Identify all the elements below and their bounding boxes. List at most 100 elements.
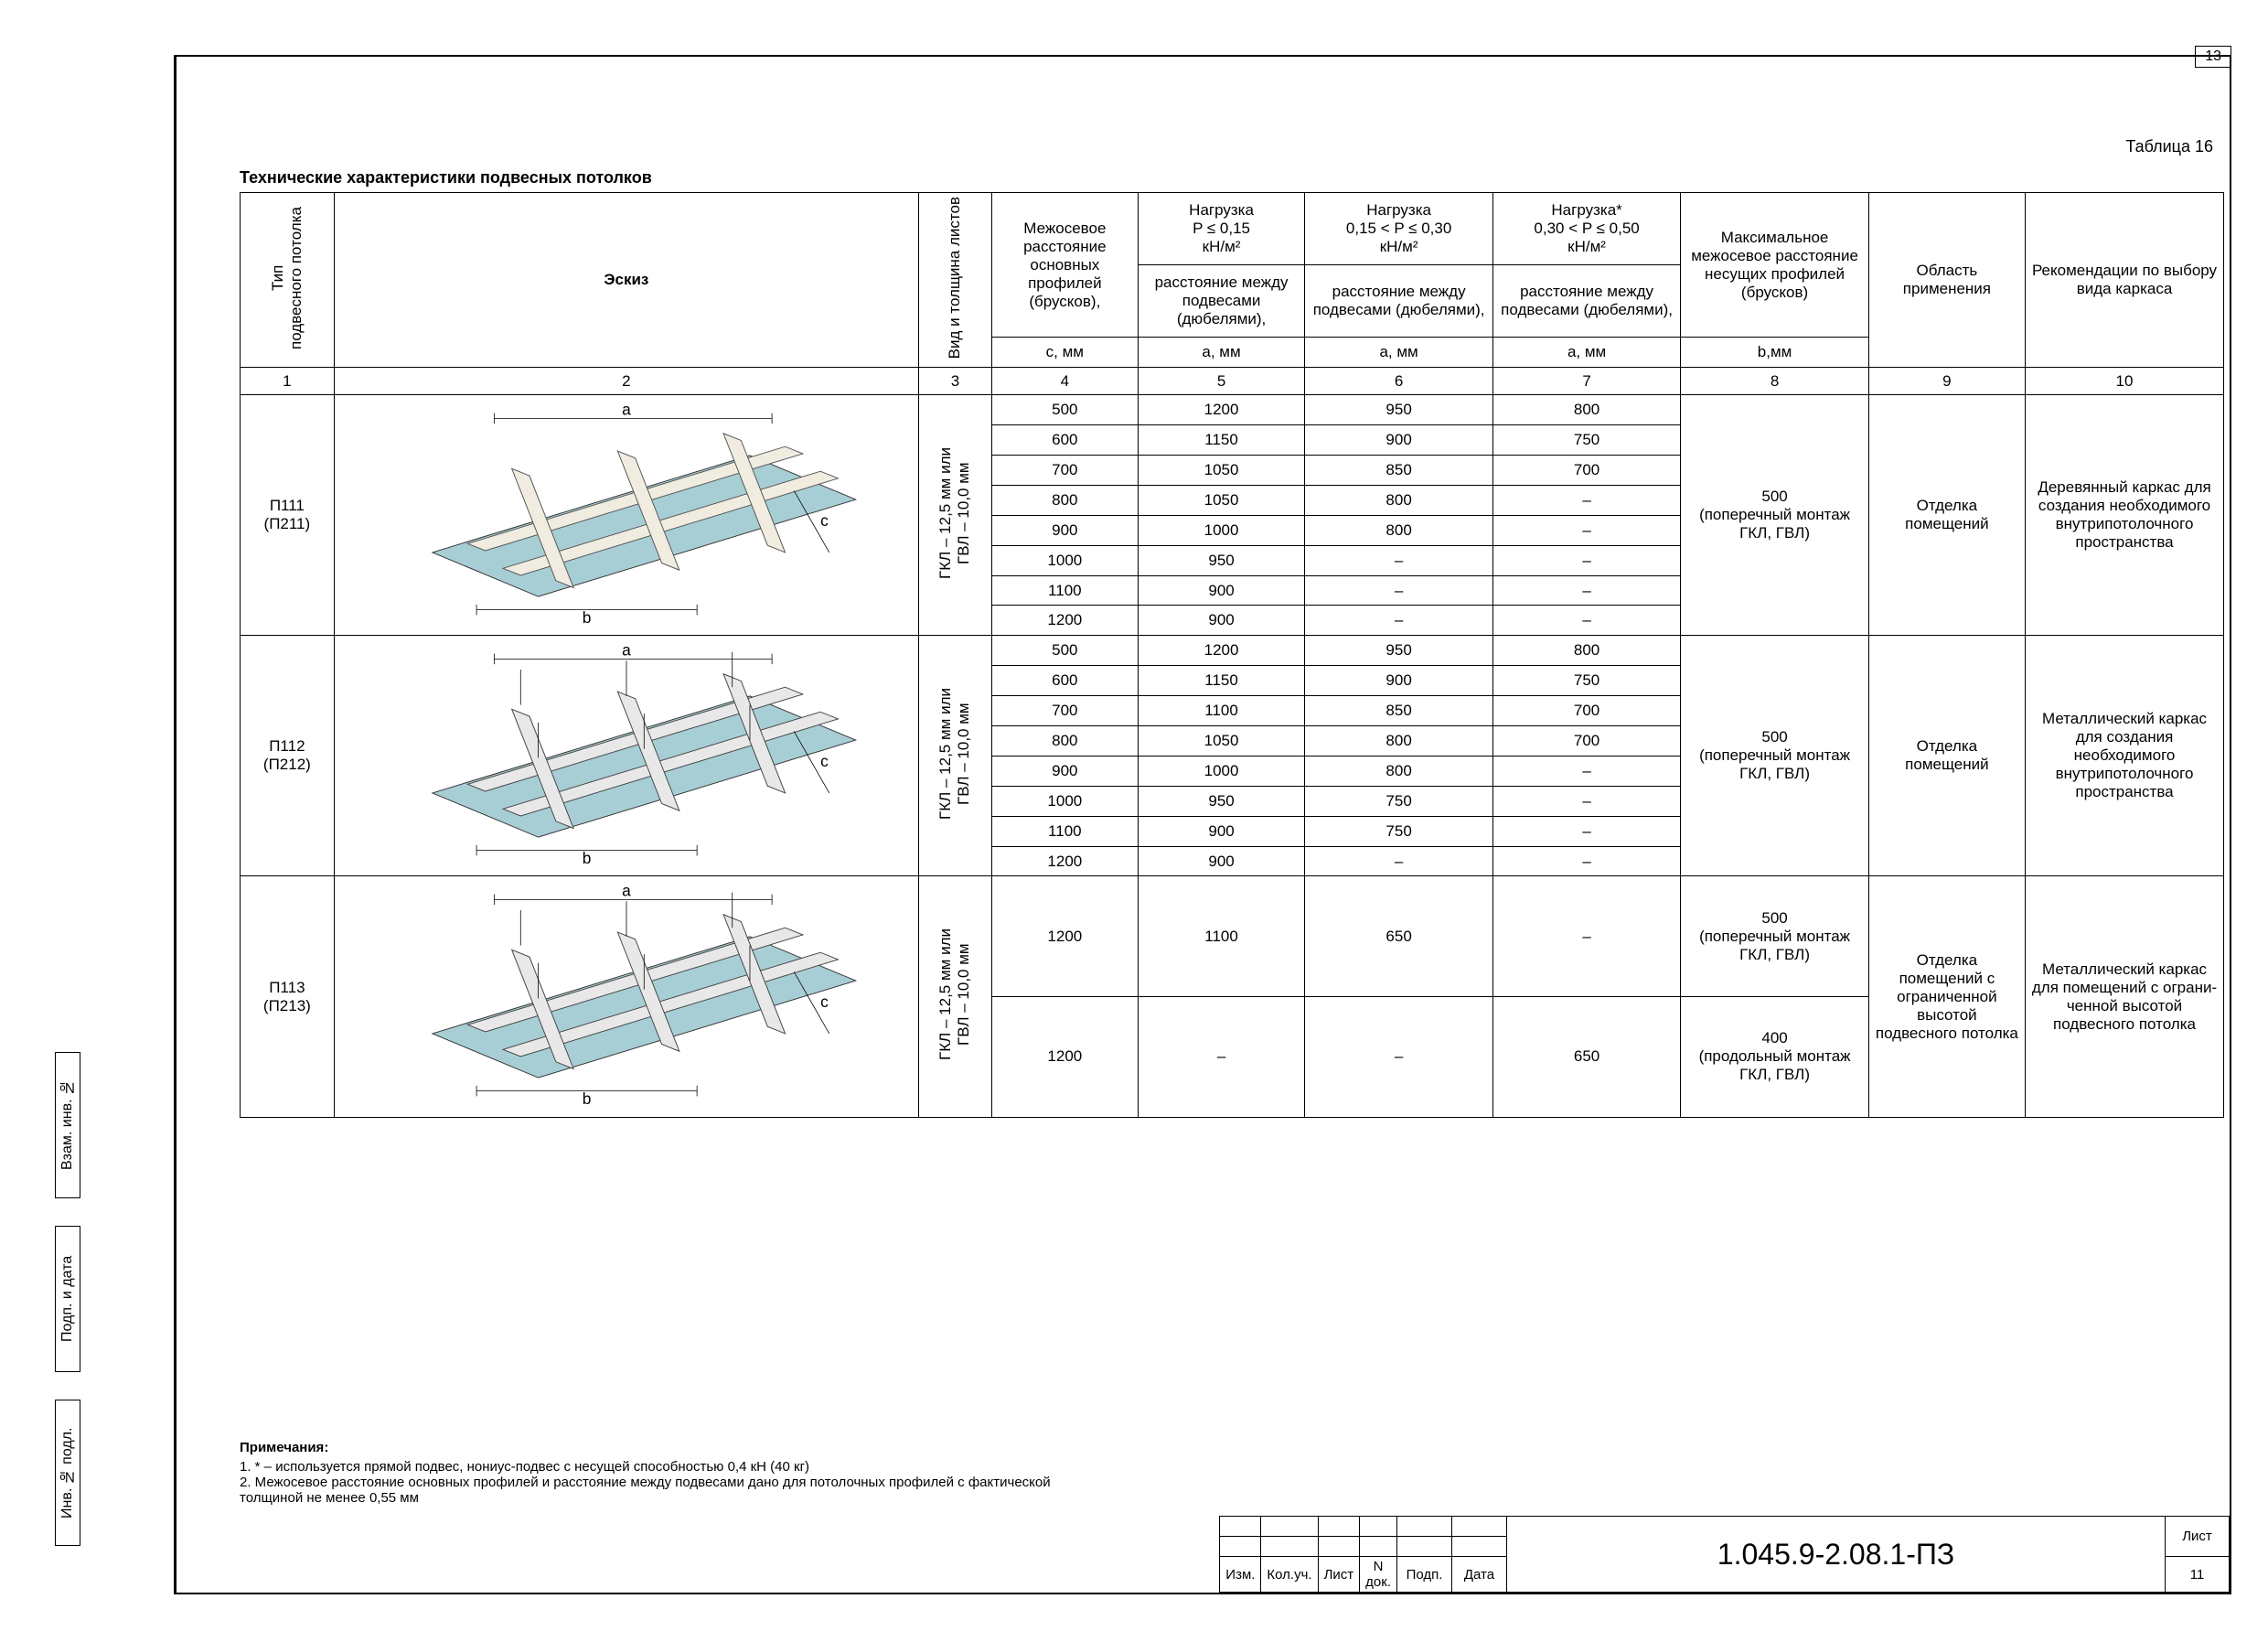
coln-10: 10 xyxy=(2026,368,2224,395)
header-col6c: a, мм xyxy=(1305,338,1492,368)
data-cell: 1200 xyxy=(991,846,1138,876)
coln-9: 9 xyxy=(1868,368,2025,395)
data-cell: 1200 xyxy=(991,997,1138,1118)
table-number: Таблица 16 xyxy=(2125,137,2213,156)
data-cell: 800 xyxy=(991,726,1138,756)
data-cell: 1200 xyxy=(991,606,1138,636)
svg-text:a: a xyxy=(622,884,631,899)
data-cell: 700 xyxy=(1492,696,1680,726)
data-cell: 1000 xyxy=(1138,515,1305,545)
header-col5c: a, мм xyxy=(1138,338,1305,368)
side-stamps: Взам. инв. № Подп. и дата Инв. № подл. xyxy=(55,1052,80,1573)
header-col8c: b,мм xyxy=(1681,338,1868,368)
header-col9: Область применения xyxy=(1868,193,2025,368)
sketch-cell: a c b xyxy=(334,395,918,636)
data-cell: – xyxy=(1138,997,1305,1118)
data-cell: 1050 xyxy=(1138,456,1305,486)
data-cell: 900 xyxy=(1138,816,1305,846)
data-cell: 650 xyxy=(1305,876,1492,997)
data-cell: 1200 xyxy=(1138,395,1305,425)
coln-6: 6 xyxy=(1305,368,1492,395)
data-cell: – xyxy=(1492,756,1680,786)
header-col4c: с, мм xyxy=(991,338,1138,368)
coln-1: 1 xyxy=(241,368,335,395)
data-cell: – xyxy=(1492,876,1680,997)
data-cell: 900 xyxy=(991,756,1138,786)
sketch-cell: a c b xyxy=(334,876,918,1117)
header-col8a: Максимальное межосевое расстояние несущи… xyxy=(1681,193,1868,338)
svg-text:a: a xyxy=(622,402,631,418)
data-cell: 600 xyxy=(991,666,1138,696)
data-cell: 1000 xyxy=(991,545,1138,575)
col9-cell: Отделка помещений xyxy=(1868,395,2025,636)
col10-cell: Деревянный каркас для создания необходим… xyxy=(2026,395,2224,636)
svg-text:c: c xyxy=(820,993,829,1011)
title-block: 1.045.9-2.08.1-ПЗ Лист Изм. Кол.уч. Лист… xyxy=(1219,1516,2230,1593)
stamp-podp: Подп. и дата xyxy=(55,1226,80,1372)
header-sketch: Эскиз xyxy=(334,193,918,368)
coln-3: 3 xyxy=(919,368,992,395)
header-col6b: расстояние между подвесами (дюбелями), xyxy=(1305,265,1492,338)
tb-list: Лист xyxy=(1318,1557,1360,1593)
data-cell: 500 xyxy=(991,395,1138,425)
table-row: П113(П213) a c b ГКЛ – 12,5 мм илиГВЛ – … xyxy=(241,876,2224,997)
column-numbers-row: 1 2 3 4 5 6 7 8 9 10 xyxy=(241,368,2224,395)
page-number-top: 13 xyxy=(2195,46,2231,68)
coln-8: 8 xyxy=(1681,368,1868,395)
data-cell: – xyxy=(1492,515,1680,545)
table-title: Технические характеристики подвесных пот… xyxy=(240,168,652,188)
col9-cell: Отделка помещений с ограничен­ной высото… xyxy=(1868,876,2025,1117)
data-cell: 1050 xyxy=(1138,485,1305,515)
data-cell: 800 xyxy=(1305,485,1492,515)
data-cell: 800 xyxy=(1492,395,1680,425)
stamp-vzam: Взам. инв. № xyxy=(55,1052,80,1198)
data-cell: – xyxy=(1492,786,1680,816)
data-cell: 750 xyxy=(1492,666,1680,696)
tb-podp: Подп. xyxy=(1397,1557,1452,1593)
data-cell: – xyxy=(1492,485,1680,515)
header-col7c: a, мм xyxy=(1492,338,1680,368)
coln-2: 2 xyxy=(334,368,918,395)
data-cell: 1100 xyxy=(1138,696,1305,726)
data-cell: 600 xyxy=(991,425,1138,456)
data-cell: 700 xyxy=(991,696,1138,726)
data-cell: 1050 xyxy=(1138,726,1305,756)
data-cell: 1100 xyxy=(991,816,1138,846)
data-cell: 800 xyxy=(991,485,1138,515)
table-row: П112(П212) a c b ГКЛ – 12,5 мм илиГВЛ – … xyxy=(241,636,2224,666)
data-cell: 500 xyxy=(991,636,1138,666)
data-cell: – xyxy=(1305,606,1492,636)
data-cell: 950 xyxy=(1138,786,1305,816)
data-cell: 700 xyxy=(1492,726,1680,756)
header-col7a: Нагрузка*0,30 < P ≤ 0,50кН/м² xyxy=(1492,193,1680,265)
data-cell: 700 xyxy=(991,456,1138,486)
sheet-type-cell: ГКЛ – 12,5 мм илиГВЛ – 10,0 мм xyxy=(919,876,992,1117)
drawing-code: 1.045.9-2.08.1-ПЗ xyxy=(1507,1517,2166,1593)
type-cell: П111(П211) xyxy=(241,395,335,636)
data-cell: 800 xyxy=(1305,515,1492,545)
sheet-number: 11 xyxy=(2166,1557,2230,1593)
svg-text:c: c xyxy=(820,752,829,770)
col8-cell: 500(поперечный монтажГКЛ, ГВЛ) xyxy=(1681,395,1868,636)
col8-cell: 500(поперечный монтажГКЛ, ГВЛ) xyxy=(1681,636,1868,876)
data-cell: 1150 xyxy=(1138,425,1305,456)
data-cell: 850 xyxy=(1305,456,1492,486)
data-cell: – xyxy=(1492,575,1680,606)
data-cell: 800 xyxy=(1305,756,1492,786)
data-cell: 1200 xyxy=(1138,636,1305,666)
data-cell: 1100 xyxy=(991,575,1138,606)
main-table: Типподвесного потолка Эскиз Вид и толщин… xyxy=(240,192,2224,1118)
notes-header: Примечания: xyxy=(240,1440,1081,1455)
sketch-cell: a c b xyxy=(334,636,918,876)
tb-izm: Изм. xyxy=(1220,1557,1261,1593)
note-1: 1. * – используется прямой подвес, нониу… xyxy=(240,1459,1081,1475)
header-col7b: расстояние между подвесами (дюбелями), xyxy=(1492,265,1680,338)
type-cell: П113(П213) xyxy=(241,876,335,1117)
svg-text:b: b xyxy=(583,608,592,623)
data-cell: – xyxy=(1492,846,1680,876)
data-cell: – xyxy=(1492,816,1680,846)
data-cell: 950 xyxy=(1305,636,1492,666)
data-cell: 1000 xyxy=(991,786,1138,816)
data-cell: 800 xyxy=(1492,636,1680,666)
data-cell: 900 xyxy=(1138,606,1305,636)
